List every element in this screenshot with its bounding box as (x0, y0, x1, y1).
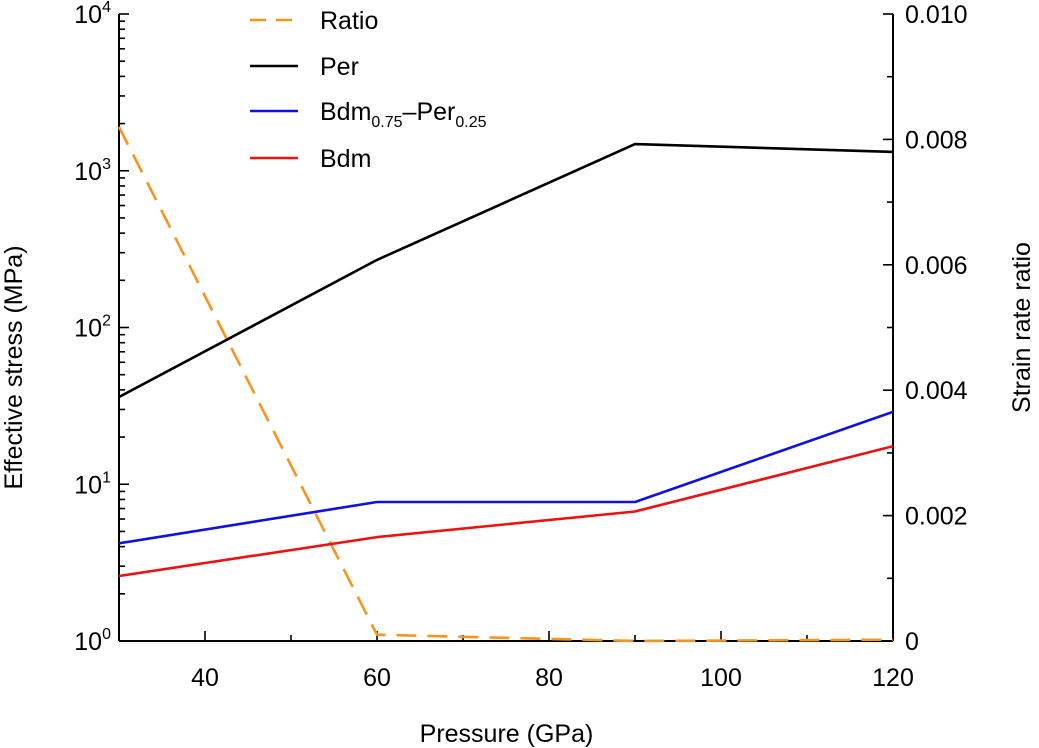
x-tick-label: 40 (191, 664, 219, 692)
legend-label: Bdm (320, 145, 371, 173)
series-line-bdm (118, 444, 894, 578)
y-right-tick-label: 0.010 (905, 1, 968, 29)
x-tick-label: 80 (535, 664, 563, 692)
y-left-tick-label: 104 (74, 0, 111, 29)
y-left-tick-label: 102 (74, 313, 111, 343)
legend: Ratio Per Bdm0.75–Per0.25 Bdm (250, 7, 487, 173)
y-right-tick-label: 0.002 (905, 503, 968, 531)
y-right-tick-label: 0.004 (905, 377, 968, 405)
legend-label: Per (320, 53, 359, 81)
axes: 40 60 80 100 120 100 101 102 103 104 0 0.002 0.004 0.… (74, 0, 967, 692)
y-right-tick-label: 0.008 (905, 126, 968, 154)
x-tick-label: 120 (872, 664, 914, 692)
y-right-tick-label: 0.006 (905, 252, 968, 280)
x-axis-label: Pressure (GPa) (420, 720, 594, 748)
series-line-per (118, 142, 894, 399)
y-right-tick-label: 0 (905, 628, 919, 656)
legend-label: Ratio (320, 7, 378, 35)
y-left-tick-label: 103 (74, 156, 111, 186)
series-line-ratio (117, 126, 894, 643)
legend-label: Bdm0.75–Per0.25 (320, 98, 487, 131)
series-line-bdm0-75-per0-25 (118, 410, 894, 545)
x-tick-label: 60 (363, 664, 391, 692)
x-tick-label: 100 (700, 664, 742, 692)
y-axis-label-right: Strain rate ratio (1008, 242, 1036, 413)
y-left-tick-label: 101 (74, 469, 111, 499)
y-left-tick-label: 100 (74, 626, 111, 656)
series-layer (117, 126, 894, 643)
y-axis-label-left: Effective stress (MPa) (0, 245, 28, 489)
